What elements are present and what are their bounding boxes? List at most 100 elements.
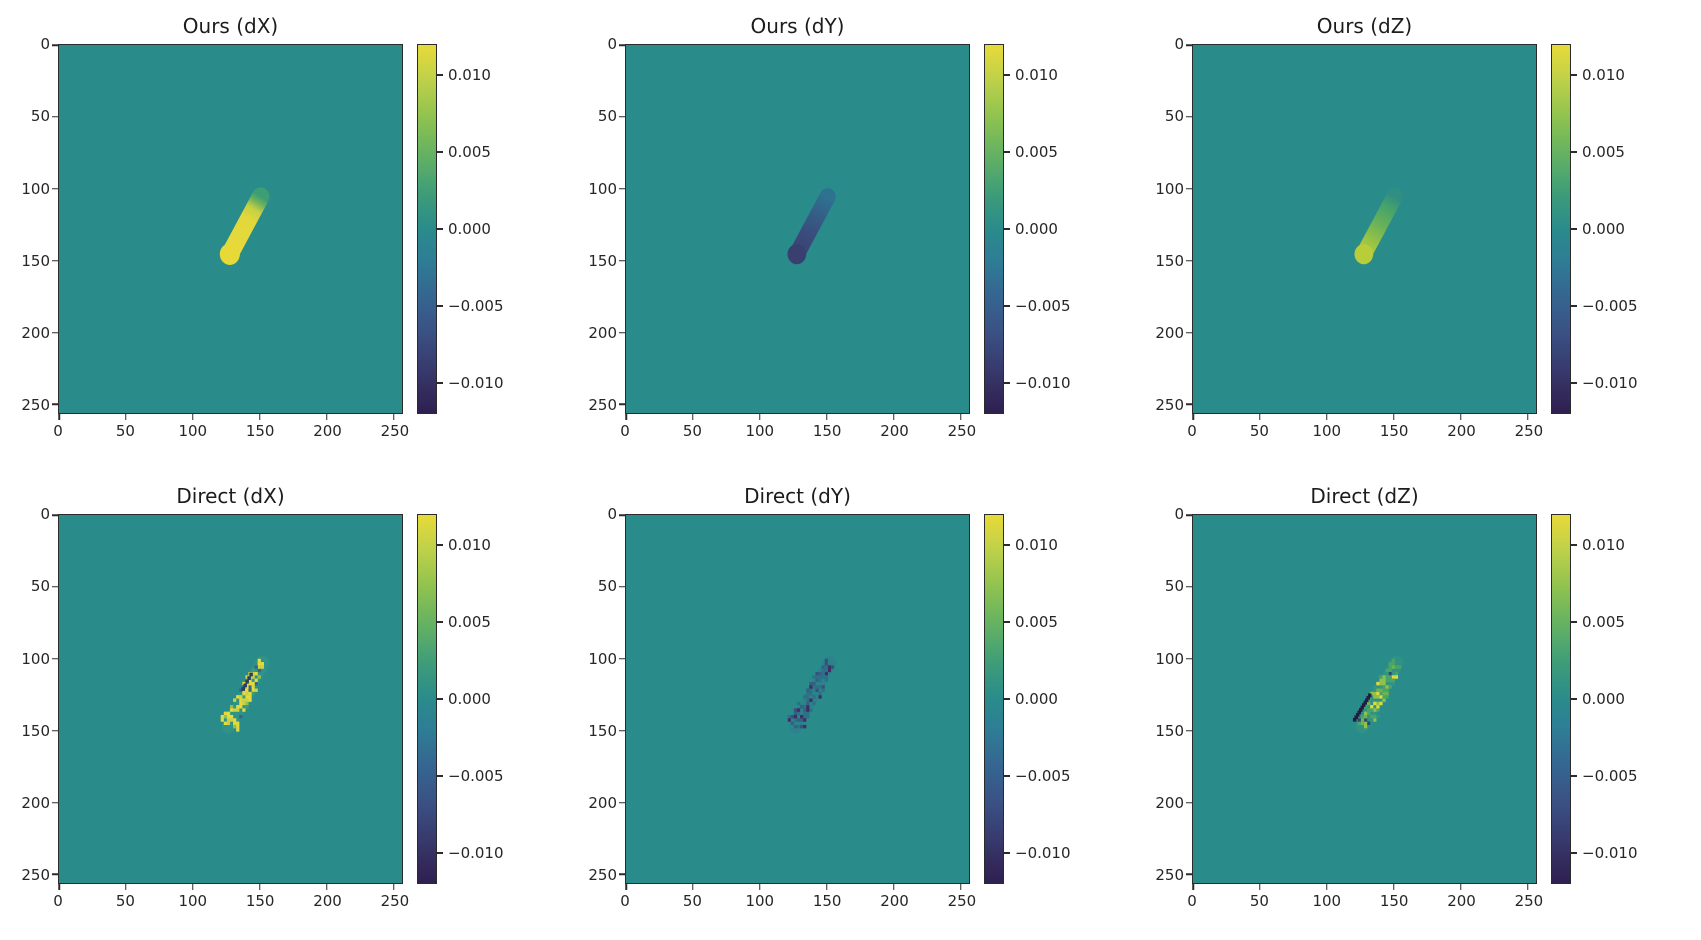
- colorbar-tick-label: 0.010: [448, 535, 491, 554]
- colorbar-tick: 0.010: [1571, 536, 1625, 554]
- panel-title: Ours (dY): [750, 14, 845, 38]
- streak-feature: [788, 188, 836, 263]
- tick-mark: [1527, 414, 1529, 420]
- dark-edge-speckle: [1367, 693, 1372, 698]
- streak-foot: [787, 244, 807, 265]
- tick-mark: [259, 884, 261, 890]
- colorbar-tick-label: 0.000: [448, 690, 491, 708]
- panel-title: Direct (dX): [176, 484, 285, 508]
- speckle: [806, 695, 810, 699]
- speckle: [233, 698, 237, 702]
- heatmap-background: [59, 45, 402, 413]
- speckle: [793, 711, 798, 716]
- y-tick-label: 0: [40, 505, 50, 523]
- speckle: [233, 721, 237, 726]
- x-tick-label: 100: [178, 422, 208, 440]
- speckle: [800, 724, 804, 729]
- heatmap-background: [626, 45, 969, 413]
- dark-edge-speckle: [1352, 717, 1357, 722]
- speckle: [824, 675, 828, 679]
- speckle: [1376, 688, 1380, 692]
- dark-edge-speckle: [249, 672, 253, 677]
- y-tick-label: 50: [597, 577, 617, 596]
- speckle: [1391, 662, 1395, 666]
- speckle: [827, 665, 831, 669]
- tick-mark: [619, 873, 625, 876]
- speckle: [812, 685, 816, 689]
- speckle: [242, 701, 246, 706]
- y-axis: 0 50 100 150 200 250: [1146, 505, 1192, 884]
- dark-edge-speckle: [1361, 703, 1366, 707]
- tick-mark: [58, 414, 60, 420]
- speckle: [1385, 688, 1389, 692]
- speckle: [254, 665, 258, 669]
- y-tick-label: 150: [21, 251, 50, 270]
- speckle: [818, 691, 822, 696]
- x-tick-label: 200: [1447, 422, 1476, 440]
- colorbar-tick-label: −0.005: [448, 767, 504, 786]
- speckle: [821, 688, 825, 692]
- x-axis: 0 50 100 150 200 250: [53, 414, 409, 444]
- speckle: [1370, 705, 1374, 709]
- speckle: [236, 695, 240, 699]
- speckle: [226, 718, 231, 722]
- tick-mark: [1571, 621, 1577, 623]
- x-tick-label: 250: [947, 892, 977, 910]
- speckle: [1373, 708, 1377, 712]
- colorbar-tick: 0.010: [437, 536, 491, 554]
- speckle: [251, 688, 255, 692]
- x-tick-label: 0: [1187, 892, 1197, 910]
- speckle: [1385, 671, 1389, 676]
- speckle: [248, 678, 252, 683]
- dark-edge-speckle: [1358, 708, 1363, 712]
- x-tick-label: 250: [947, 422, 977, 440]
- x-tick-label: 100: [1312, 892, 1342, 910]
- speckle: [809, 708, 813, 712]
- speckle: [824, 671, 828, 676]
- x-tick-label: 150: [245, 892, 275, 910]
- speckle: [233, 708, 237, 712]
- heatmap-panel-ours-dz: Ours (dZ) 0 50 100 150 200 250 0.010 0.005 0.000 −…: [1134, 0, 1701, 470]
- y-tick-label: 200: [21, 324, 50, 343]
- x-tick-label: 150: [812, 892, 842, 910]
- y-tick-label: 200: [1155, 794, 1184, 813]
- y-tick-label: 0: [1174, 505, 1184, 523]
- tick-mark: [619, 658, 625, 660]
- x-tick-label: 50: [1249, 422, 1269, 440]
- speckle: [1376, 691, 1380, 696]
- speckle: [1391, 671, 1395, 676]
- x-tick-label: 150: [1379, 892, 1409, 910]
- speckle: [1367, 698, 1371, 702]
- streak-feature: [221, 187, 270, 264]
- speckle: [812, 698, 816, 702]
- colorbar-tick-label: 0.000: [1582, 690, 1625, 708]
- speckle: [1388, 665, 1392, 669]
- speckle: [1370, 691, 1374, 696]
- speckle: [1388, 671, 1392, 676]
- tick-mark: [125, 884, 127, 890]
- speckle: [233, 718, 237, 722]
- colorbar-tick-label: −0.005: [1582, 767, 1638, 786]
- tick-mark: [1571, 852, 1577, 854]
- speckle: [245, 705, 249, 709]
- tick-mark: [437, 305, 443, 307]
- colorbar-axis: 0.010 0.005 0.000 −0.005 −0.010: [1004, 44, 1134, 414]
- colorbar-tick: 0.000: [437, 220, 491, 238]
- colorbar-tick-label: 0.010: [1015, 65, 1058, 84]
- heatmap-plot: [52, 44, 403, 420]
- y-tick-label: 200: [588, 794, 617, 813]
- speckle: [1382, 698, 1386, 702]
- tick-mark: [1004, 228, 1010, 230]
- tick-mark: [1571, 228, 1577, 230]
- speckle: [248, 681, 252, 686]
- speckle: [239, 688, 243, 692]
- x-tick-label: 250: [380, 892, 410, 910]
- speckle: [245, 695, 249, 699]
- dark-edge-speckle: [1355, 713, 1360, 717]
- colorbar-tick: 0.005: [437, 143, 491, 161]
- tick-mark: [619, 331, 625, 334]
- tick-mark: [1004, 151, 1010, 153]
- speckle: [1373, 685, 1377, 689]
- y-tick-label: 100: [588, 179, 617, 198]
- speckle: [226, 721, 231, 726]
